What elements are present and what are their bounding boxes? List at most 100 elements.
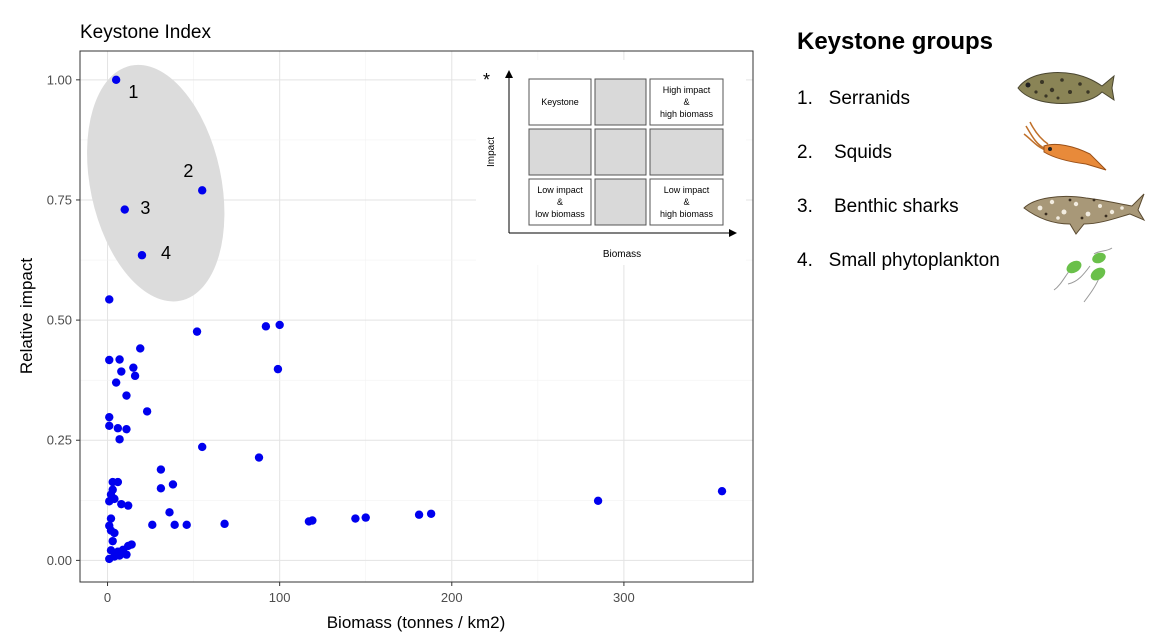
data-point <box>351 514 360 523</box>
y-tick-label: 0.50 <box>47 313 72 328</box>
inset-star: * <box>483 70 490 90</box>
group-item-serranids: 1. Serranids <box>797 88 910 109</box>
data-point <box>275 320 284 330</box>
inset-cell <box>594 78 647 126</box>
data-point <box>308 516 317 525</box>
data-point <box>105 412 114 422</box>
y-axis-ticks: 0.00 0.25 0.50 0.75 1.00 <box>47 72 80 568</box>
data-point <box>115 355 124 364</box>
x-axis-ticks: 0 100 200 300 <box>104 582 635 605</box>
x-tick-label: 0 <box>104 590 111 605</box>
inset-cell-label: Keystone <box>541 97 579 107</box>
data-point <box>130 371 140 381</box>
data-point <box>198 186 207 195</box>
inset-cell <box>649 178 724 226</box>
data-point <box>136 344 145 353</box>
inset-cell-label: High impact & high biomass <box>660 85 714 119</box>
inset-cell-label: Low impact & high biomass <box>660 185 714 219</box>
keystone-inset-diagram: * Impact Biomass Keystone High impact & high b… <box>476 60 746 265</box>
data-point <box>137 251 147 260</box>
inset-cell <box>594 128 647 176</box>
data-point <box>117 499 126 509</box>
data-point <box>106 546 116 555</box>
data-point <box>105 295 114 304</box>
inset-impact-label: Impact <box>486 137 497 167</box>
data-point <box>426 509 436 518</box>
y-tick-label: 0.25 <box>47 433 72 448</box>
benthic-shark-icon <box>1023 193 1146 235</box>
plot-panel <box>79 50 754 583</box>
x-axis-label: Biomass (tonnes / km2) <box>327 613 506 632</box>
data-point <box>105 497 114 506</box>
data-point <box>129 363 138 372</box>
data-point <box>122 550 131 559</box>
y-tick-label: 1.00 <box>47 72 72 87</box>
data-point <box>123 501 133 510</box>
y-axis-label: Relative impact <box>17 258 36 374</box>
data-point <box>117 367 126 376</box>
inset-x-arrow <box>729 229 737 237</box>
data-point <box>220 519 229 529</box>
data-point <box>170 520 179 530</box>
inset-cell <box>649 78 724 126</box>
data-point <box>111 378 121 387</box>
data-point <box>106 514 116 523</box>
y-tick-label: 0.00 <box>47 553 72 568</box>
data-point <box>717 486 727 496</box>
inset-cell <box>649 128 724 176</box>
group-item-benthic-sharks: 3. Benthic sharks <box>797 196 959 217</box>
inset-cell <box>528 178 592 226</box>
data-point <box>148 520 157 530</box>
inset-cell-label: Low impact & low biomass <box>535 185 585 219</box>
x-tick-label: 200 <box>441 590 463 605</box>
data-point <box>182 520 191 530</box>
data-point <box>165 508 174 517</box>
inset-cell <box>528 128 592 176</box>
data-point <box>156 465 166 474</box>
data-point <box>122 391 131 400</box>
point-annotations: 1 2 3 4 <box>128 82 193 263</box>
keystone-index-chart: Keystone Index * Impact Biomass Keystone Hig… <box>17 22 754 632</box>
data-point <box>113 477 123 487</box>
squid-icon <box>1023 121 1107 171</box>
data-point <box>593 496 603 505</box>
x-tick-label: 100 <box>269 590 291 605</box>
group-item-small-phytoplankton: 4. Small phytoplankton <box>797 250 1000 271</box>
data-point <box>261 322 271 331</box>
data-point <box>120 205 129 214</box>
data-point <box>108 536 117 546</box>
point-annotation-label: 4 <box>161 243 171 263</box>
data-point <box>142 407 152 416</box>
inset-cell <box>528 78 592 126</box>
highlight-ellipse-layer <box>87 64 225 302</box>
data-point <box>168 480 178 489</box>
data-point <box>115 551 124 560</box>
data-point <box>105 355 114 365</box>
data-point <box>156 484 166 493</box>
keystone-groups-title: Keystone groups <box>797 28 994 55</box>
data-point <box>127 540 136 549</box>
serranid-fish-icon <box>1017 72 1115 104</box>
data-point <box>110 528 119 538</box>
phytoplankton-icon <box>1053 247 1113 303</box>
group-item-squids: 2. Squids <box>797 142 893 163</box>
chart-title: Keystone Index <box>80 22 211 43</box>
inset-biomass-label: Biomass <box>603 249 641 260</box>
data-point <box>198 442 207 452</box>
data-point <box>192 327 202 336</box>
inset-y-arrow <box>505 70 513 78</box>
data-point <box>115 435 124 444</box>
data-point <box>254 453 264 462</box>
point-annotation-label: 1 <box>128 82 138 102</box>
data-point <box>105 421 114 431</box>
point-annotation-label: 2 <box>183 161 193 181</box>
data-point <box>414 510 424 519</box>
data-points <box>105 75 727 564</box>
data-point <box>361 513 370 522</box>
data-point <box>273 364 283 374</box>
keystone-highlight-ellipse <box>87 64 225 302</box>
inset-cell <box>594 178 647 226</box>
y-tick-label: 0.75 <box>47 192 72 207</box>
data-point <box>113 424 123 433</box>
point-annotation-label: 3 <box>140 198 150 218</box>
